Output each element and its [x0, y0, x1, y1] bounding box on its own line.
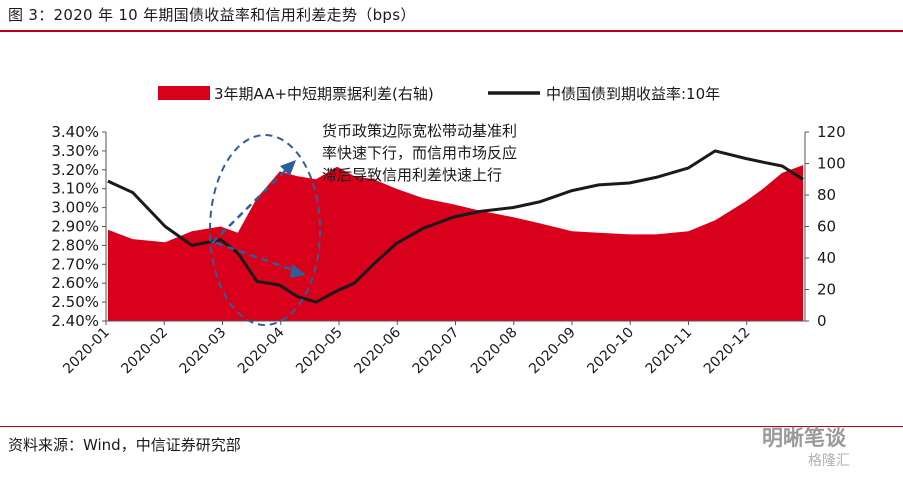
y-left-tick-label: 2.60%: [51, 274, 99, 292]
y-right-tick-label: 20: [817, 281, 836, 299]
y-left-tick-label: 2.50%: [51, 293, 99, 311]
y-right-tick-label: 40: [817, 249, 836, 267]
legend-area-label: 3年期AA+中短期票据利差(右轴): [214, 85, 434, 103]
x-tick-label: 2020-12: [701, 325, 754, 378]
annotation-arrow-up: [211, 167, 289, 244]
x-tick-label: 2020-03: [177, 325, 230, 378]
x-tick-label: 2020-04: [235, 324, 288, 377]
x-tick-label: 2020-07: [410, 325, 463, 378]
x-tick-label: 2020-05: [293, 325, 346, 378]
legend: 3年期AA+中短期票据利差(右轴) 中债国债到期收益率:10年: [158, 85, 720, 103]
watermark-sub: 格隆汇: [808, 453, 850, 469]
annotation-line-2: 率快速下行，而信用市场反应: [322, 144, 517, 162]
x-tick-label: 2020-08: [468, 325, 521, 378]
spread-area: [107, 165, 804, 321]
annotation-ellipse: [209, 134, 321, 326]
annotation-arrow-down: [215, 241, 297, 273]
y-right-tick-label: 80: [817, 186, 836, 204]
x-tick-label: 2020-09: [526, 325, 579, 378]
y-left-tick-label: 3.30%: [51, 142, 99, 160]
y-left-tick-label: 3.00%: [51, 199, 99, 217]
chart: 3年期AA+中短期票据利差(右轴) 中债国债到期收益率:10年 2.40%2.5…: [51, 85, 846, 378]
annotation: 货币政策边际宽松带动基准利 率快速下行，而信用市场反应 滞后导致信用利差快速上行: [209, 122, 517, 326]
x-tick-label: 2020-10: [584, 325, 637, 378]
legend-line-label: 中债国债到期收益率:10年: [546, 85, 720, 103]
annotation-arrowhead-down: [290, 264, 306, 278]
x-tick-label: 2020-06: [351, 324, 404, 377]
y-right-tick-label: 120: [817, 123, 846, 141]
x-tick-label: 2020-11: [643, 325, 696, 378]
y-left-tick-label: 2.90%: [51, 218, 99, 236]
y-left-tick-label: 3.40%: [51, 123, 99, 141]
y-left-tick-label: 3.20%: [51, 161, 99, 179]
watermark: 明晰笔谈: [762, 426, 846, 450]
bottom-divider: [0, 426, 903, 427]
annotation-arrowhead-up: [280, 160, 296, 176]
source-note: 资料来源：Wind，中信证券研究部: [8, 436, 241, 454]
annotation-line-1: 货币政策边际宽松带动基准利: [322, 122, 517, 140]
annotation-line-3: 滞后导致信用利差快速上行: [322, 166, 502, 184]
x-tick-label: 2020-02: [118, 325, 171, 378]
y-left-tick-label: 3.10%: [51, 180, 99, 198]
y-left-tick-label: 2.80%: [51, 236, 99, 254]
y-right-tick-label: 100: [817, 155, 846, 173]
x-tick-label: 2020-01: [60, 325, 113, 378]
y-left-tick-label: 2.70%: [51, 255, 99, 273]
y-right-tick-label: 0: [817, 312, 827, 330]
chart-title: 图 3：2020 年 10 年期国债收益率和信用利差走势（bps）: [8, 6, 416, 24]
top-divider: [0, 30, 903, 32]
y-right-tick-label: 60: [817, 218, 836, 236]
legend-area-swatch: [158, 86, 210, 100]
y-left-tick-label: 2.40%: [51, 312, 99, 330]
